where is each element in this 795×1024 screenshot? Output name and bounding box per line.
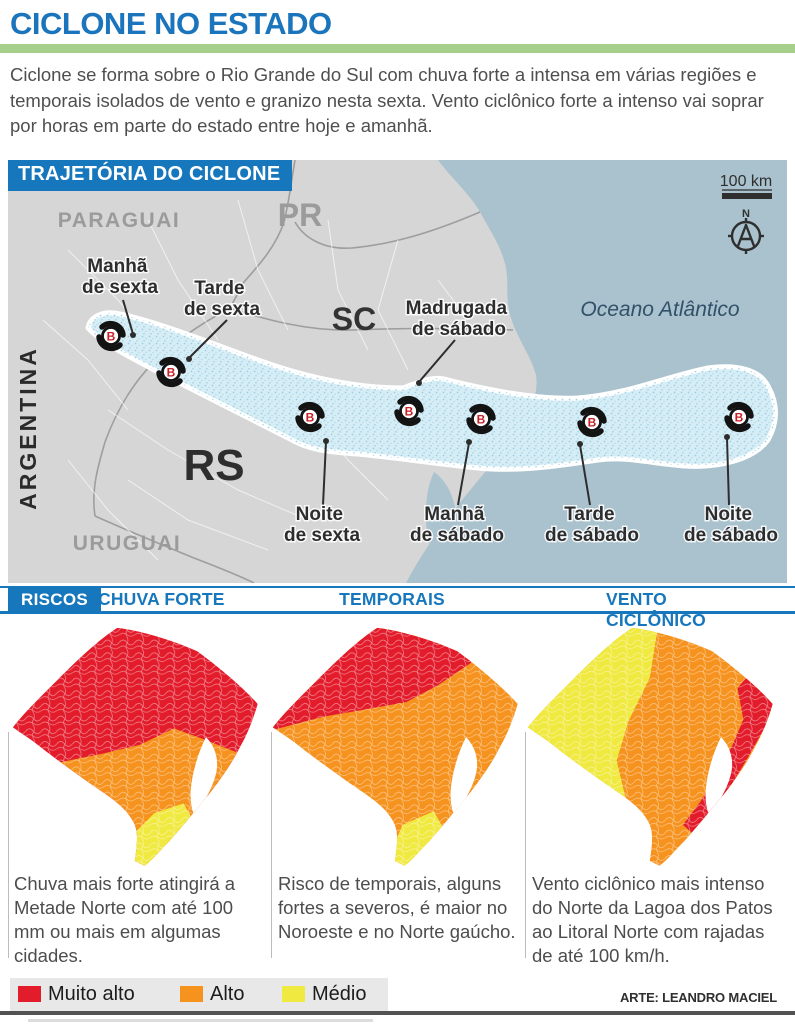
legend-swatch-alto (180, 986, 203, 1002)
waypoint-label-noite-sabado: Noite de sábado (684, 504, 778, 546)
cyclone-icon-3 (298, 405, 322, 430)
art-credit: ARTE: LEANDRO MACIEL (619, 990, 777, 1005)
temporais-muni-texture (272, 627, 518, 866)
cyclone-icon-4 (397, 399, 421, 424)
trajectory-map: TRAJETÓRIA DO CICLONE B (8, 159, 787, 584)
risk-description-vento: Vento ciclônico mais intenso do Norte da… (532, 873, 773, 967)
risk-maps (12, 627, 773, 866)
bottom-rule (0, 1011, 795, 1015)
risk-description-temporais: Risco de temporais, alguns fortes a seve… (278, 873, 516, 943)
bottom-light-line (28, 1019, 373, 1022)
legend-label-alto: Alto (210, 983, 245, 1005)
risk-legend: Muito alto Alto Médio (10, 978, 388, 1011)
risk-map-vento (527, 627, 773, 866)
cyclone-icon-6 (580, 410, 604, 435)
label-uruguai: URUGUAI (73, 532, 182, 555)
lagoa-dos-patos (425, 472, 457, 574)
compass-icon: N (728, 208, 764, 254)
page-title: CICLONE NO ESTADO (10, 6, 332, 41)
cyclone-icon-2 (159, 360, 183, 385)
column-divider-2 (271, 732, 272, 958)
column-divider-1 (8, 732, 9, 958)
risk-column-title-temporais: TEMPORAIS (339, 589, 445, 609)
map-section-label: TRAJETÓRIA DO CICLONE (8, 160, 293, 191)
label-paraguai: PARAGUAI (58, 209, 180, 232)
waypoint-label-noite-sexta: Noite de sexta (284, 504, 360, 546)
waypoint-label-manha-sabado: Manhã de sábado (410, 504, 504, 546)
label-rs: RS (183, 441, 244, 490)
waypoint-label-tarde-sabado: Tarde de sábado (545, 504, 639, 546)
risk-column-title-vento: VENTO CICLÔNICO (606, 589, 706, 630)
risks-header-bar: RISCOS CHUVA FORTE TEMPORAIS VENTO CICLÔ… (0, 586, 795, 630)
label-sc: SC (332, 301, 376, 337)
risks-badge: RISCOS (8, 588, 101, 611)
label-pr: PR (278, 197, 322, 233)
vento-muni-texture (527, 627, 773, 866)
trajectory-map-canvas: B (8, 159, 787, 584)
cyclone-icon-5 (469, 407, 493, 432)
legend-swatch-medio (282, 986, 305, 1002)
legend-label-muito-alto: Muito alto (48, 983, 135, 1005)
legend-swatch-muito-alto (18, 986, 41, 1002)
corridor-texture (88, 312, 776, 470)
risk-description-chuva: Chuva mais forte atingirá a Metade Norte… (14, 873, 236, 967)
svg-text:N: N (742, 208, 750, 220)
label-argentina: ARGENTINA (15, 346, 41, 510)
lagoa-mirim (451, 553, 469, 583)
chuva-muni-texture (12, 627, 258, 866)
column-divider-3 (525, 732, 526, 958)
waypoint-label-tarde-sexta: Tarde de sexta (184, 278, 260, 320)
risk-map-chuva-forte (12, 627, 258, 866)
pointer-lines (122, 299, 730, 506)
waypoint-label-manha-sexta: Manhã de sexta (82, 256, 158, 298)
border-lines (93, 159, 514, 584)
intro-text: Ciclone se forma sobre o Rio Grande do S… (10, 64, 764, 137)
risk-map-temporais (272, 627, 518, 866)
cyclone-icon-7 (727, 405, 751, 430)
waypoint-label-madrugada-sabado: Madrugada de sábado (406, 298, 513, 340)
risk-column-title-chuva: CHUVA FORTE (98, 589, 225, 609)
cyclone-icon-1 (99, 324, 123, 349)
scale-label: 100 km (720, 173, 772, 190)
green-accent-bar (0, 44, 795, 53)
label-ocean: Oceano Atlântico (580, 298, 739, 321)
scale-bar (722, 193, 772, 199)
legend-label-medio: Médio (312, 983, 367, 1005)
